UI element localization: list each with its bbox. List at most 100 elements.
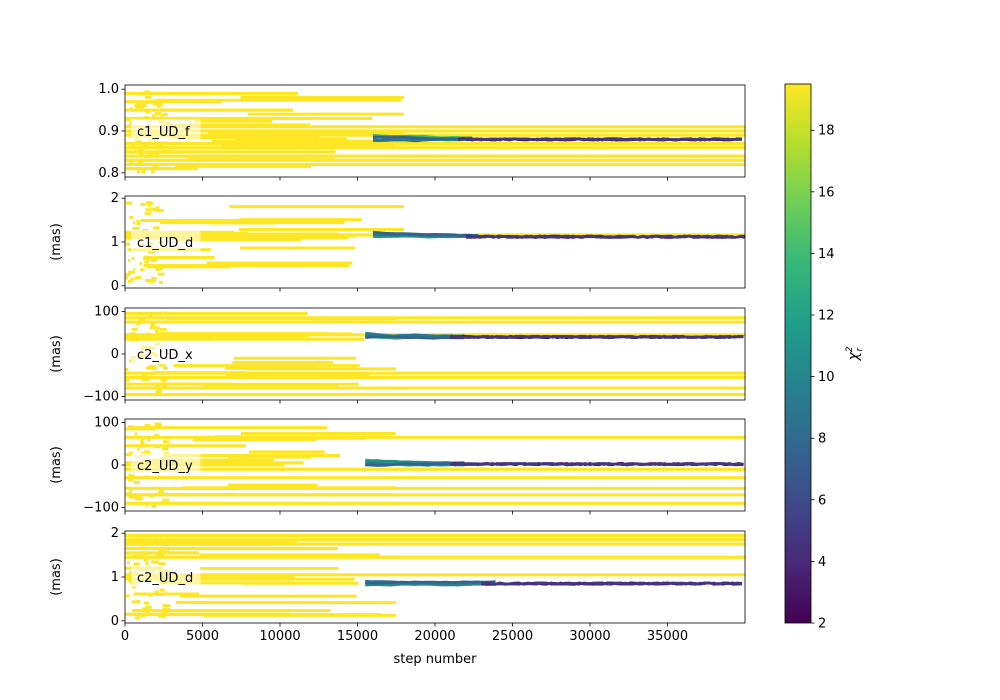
walker-point xyxy=(155,206,160,210)
walker-point xyxy=(130,555,136,559)
walker-point xyxy=(131,256,135,260)
walker-point xyxy=(144,90,150,94)
walker-point xyxy=(162,112,168,116)
panel-c2_UD_x: −100 0 100 c2_UD_x (mas) xyxy=(49,304,746,405)
walker-point xyxy=(139,262,142,266)
walker-point xyxy=(149,314,153,318)
y-tick-label: 100 xyxy=(94,304,119,319)
walker-trace xyxy=(365,582,496,587)
walker-point xyxy=(148,594,152,598)
colorbar-tick-label: 12 xyxy=(818,309,835,324)
walker-point xyxy=(127,425,135,429)
walker-point xyxy=(146,332,150,336)
plot-area xyxy=(125,200,745,284)
colorbar-label: χ2r xyxy=(845,346,865,361)
walker-point xyxy=(129,489,133,493)
plot-area xyxy=(125,90,745,174)
walker-point xyxy=(159,141,168,145)
y-tick-label: 1.0 xyxy=(98,82,119,97)
walker-point xyxy=(148,203,152,207)
walker-point xyxy=(149,372,155,376)
walker-point xyxy=(150,325,155,329)
walker-point xyxy=(151,560,159,564)
param-label: c2_UD_x xyxy=(137,348,193,363)
walker-point xyxy=(160,144,164,148)
y-tick-label: 0.8 xyxy=(98,166,119,181)
walker-point xyxy=(154,112,162,116)
walker-trace xyxy=(372,230,479,237)
walker-point xyxy=(146,200,152,204)
param-label: c1_UD_d xyxy=(137,236,193,251)
walker-point xyxy=(162,440,170,444)
walker-point xyxy=(155,534,158,538)
walker-point xyxy=(130,107,133,111)
walker-point xyxy=(140,203,146,207)
walker-point xyxy=(146,259,150,263)
walker-point xyxy=(152,365,155,369)
walker-point xyxy=(143,558,149,562)
y-tick-label: 0 xyxy=(111,614,119,629)
walker-point xyxy=(157,267,164,271)
colorbar-label-main: χ xyxy=(846,352,862,362)
walker-point xyxy=(125,575,134,579)
y-tick-label: 0 xyxy=(111,279,119,294)
colorbar-tick-label: 16 xyxy=(818,185,835,200)
walker-point xyxy=(128,478,133,482)
walker-point xyxy=(133,480,140,484)
colorbar-gradient xyxy=(784,83,812,624)
walker-trace xyxy=(365,333,465,338)
walker-point xyxy=(128,451,134,455)
walker-point xyxy=(154,434,160,438)
walker-point xyxy=(128,473,135,477)
walker-point xyxy=(133,150,140,154)
walker-point xyxy=(159,335,166,339)
walker-point xyxy=(143,260,149,264)
walker-point xyxy=(150,323,156,327)
walker-point xyxy=(158,103,163,107)
walker-point xyxy=(162,498,170,502)
axes-frame xyxy=(124,195,746,289)
walker-point xyxy=(131,327,138,331)
walker-point xyxy=(160,311,167,315)
walker-point xyxy=(138,139,143,143)
walker-point xyxy=(128,495,136,499)
walker-point xyxy=(143,475,150,479)
param-label-box xyxy=(131,453,201,475)
walker-point xyxy=(155,384,161,388)
walker-trace xyxy=(365,580,496,585)
walker-point xyxy=(148,336,154,340)
walker-point xyxy=(136,336,141,340)
walker-point xyxy=(131,144,136,148)
walker-point xyxy=(127,279,132,283)
y-tick-label: 1 xyxy=(111,235,119,250)
walker-point xyxy=(130,332,136,336)
param-label: c2_UD_d xyxy=(137,571,193,586)
walker-point xyxy=(125,367,129,371)
walker-point xyxy=(134,616,140,620)
walker-trace xyxy=(365,461,465,467)
x-tick-label: 10000 xyxy=(259,629,300,644)
walker-point xyxy=(141,92,146,96)
walker-point xyxy=(136,170,141,174)
walker-point xyxy=(145,562,149,566)
walker-point xyxy=(162,604,171,608)
walker-point xyxy=(144,423,151,427)
y-tick-label: 2 xyxy=(111,526,119,541)
walker-point xyxy=(125,242,131,246)
x-tick-label: 25000 xyxy=(492,629,533,644)
walker-point xyxy=(149,492,154,496)
y-tick-label: 2 xyxy=(111,191,119,206)
walker-point xyxy=(162,550,170,554)
walker-point xyxy=(158,363,164,367)
walker-point xyxy=(126,201,133,205)
colorbar-label-sub: r xyxy=(855,346,865,351)
walker-point xyxy=(158,548,163,552)
walker-point xyxy=(136,322,141,326)
walker-point xyxy=(137,447,140,451)
x-tick-label: 30000 xyxy=(569,629,610,644)
walker-point xyxy=(157,475,162,479)
walker-point xyxy=(130,160,133,164)
walker-point xyxy=(153,208,159,212)
walker-point xyxy=(145,117,152,121)
